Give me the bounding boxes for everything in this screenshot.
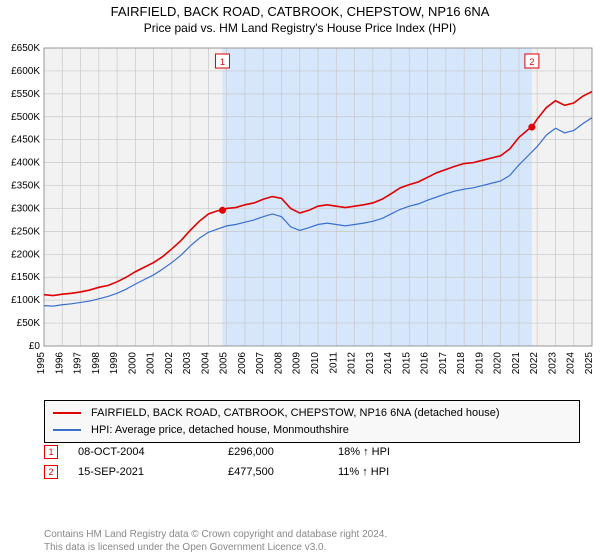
svg-text:2003: 2003 (182, 352, 193, 375)
chart-page: FAIRFIELD, BACK ROAD, CATBROOK, CHEPSTOW… (0, 0, 600, 560)
svg-text:2002: 2002 (164, 352, 175, 375)
svg-text:1996: 1996 (54, 352, 65, 375)
legend-swatch (53, 429, 81, 431)
svg-text:2018: 2018 (456, 352, 467, 375)
svg-text:£500K: £500K (11, 112, 40, 123)
svg-text:2011: 2011 (328, 352, 339, 374)
legend-box: FAIRFIELD, BACK ROAD, CATBROOK, CHEPSTOW… (44, 400, 580, 443)
sale-price: £477,500 (228, 466, 338, 478)
sale-marker: 1 (44, 445, 58, 459)
legend-label: HPI: Average price, detached house, Monm… (91, 422, 349, 439)
svg-text:2024: 2024 (566, 352, 577, 375)
sale-price: £296,000 (228, 446, 338, 458)
sale-marker: 2 (44, 465, 58, 479)
svg-text:2019: 2019 (474, 352, 485, 375)
svg-text:2008: 2008 (273, 352, 284, 375)
svg-text:£400K: £400K (11, 158, 40, 169)
svg-text:2012: 2012 (347, 352, 358, 375)
svg-text:2: 2 (529, 57, 534, 67)
svg-text:£600K: £600K (11, 66, 40, 77)
sale-row: 1 08-OCT-2004£296,00018% ↑ HPI (44, 442, 580, 462)
svg-text:1999: 1999 (109, 352, 120, 375)
legend-row: HPI: Average price, detached house, Monm… (53, 422, 571, 439)
sale-date: 08-OCT-2004 (78, 446, 228, 458)
svg-text:2009: 2009 (292, 352, 303, 375)
svg-text:£200K: £200K (11, 249, 40, 260)
legend-label: FAIRFIELD, BACK ROAD, CATBROOK, CHEPSTOW… (91, 405, 500, 422)
sale-hpi: 11% ↑ HPI (338, 466, 458, 478)
svg-text:2006: 2006 (237, 352, 248, 375)
sale-row: 2 15-SEP-2021£477,50011% ↑ HPI (44, 462, 580, 482)
svg-text:1995: 1995 (36, 352, 47, 375)
svg-text:£50K: £50K (17, 318, 41, 329)
svg-text:2025: 2025 (584, 352, 595, 375)
svg-text:2004: 2004 (200, 352, 211, 375)
svg-text:£100K: £100K (11, 295, 40, 306)
svg-text:£550K: £550K (11, 89, 40, 100)
svg-text:2007: 2007 (255, 352, 266, 375)
svg-text:1998: 1998 (91, 352, 102, 375)
svg-text:2021: 2021 (511, 352, 522, 375)
svg-text:2001: 2001 (146, 352, 157, 375)
svg-text:£0: £0 (29, 341, 41, 352)
svg-text:2016: 2016 (420, 352, 431, 375)
svg-text:2020: 2020 (493, 352, 504, 375)
footer-attribution: Contains HM Land Registry data © Crown c… (44, 528, 580, 554)
svg-text:£150K: £150K (11, 272, 40, 283)
sale-hpi: 18% ↑ HPI (338, 446, 458, 458)
svg-text:2005: 2005 (219, 352, 230, 375)
legend-row: FAIRFIELD, BACK ROAD, CATBROOK, CHEPSTOW… (53, 405, 571, 422)
svg-text:2013: 2013 (365, 352, 376, 375)
svg-text:£450K: £450K (11, 135, 40, 146)
svg-text:2017: 2017 (438, 352, 449, 375)
footer-line-1: Contains HM Land Registry data © Crown c… (44, 528, 580, 541)
svg-text:£650K: £650K (11, 43, 40, 54)
svg-text:2000: 2000 (127, 352, 138, 375)
chart-area: £0 £50K £100K £150K £200K £250K £300K £350K £400… (0, 42, 600, 392)
svg-text:2014: 2014 (383, 352, 394, 375)
svg-text:£350K: £350K (11, 181, 40, 192)
sales-table: 1 08-OCT-2004£296,00018% ↑ HPI 2 15-SEP-202… (44, 442, 580, 482)
svg-text:£300K: £300K (11, 203, 40, 214)
svg-text:2023: 2023 (547, 352, 558, 375)
sale-date: 15-SEP-2021 (78, 466, 228, 478)
svg-text:1: 1 (220, 57, 225, 67)
chart-svg: £0 £50K £100K £150K £200K £250K £300K £350K £400… (0, 42, 600, 392)
svg-text:1997: 1997 (73, 352, 84, 375)
footer-line-2: This data is licensed under the Open Gov… (44, 541, 580, 554)
title-block: FAIRFIELD, BACK ROAD, CATBROOK, CHEPSTOW… (0, 0, 600, 36)
title-line-2: Price paid vs. HM Land Registry's House … (0, 21, 600, 37)
title-line-1: FAIRFIELD, BACK ROAD, CATBROOK, CHEPSTOW… (0, 4, 600, 21)
svg-text:£250K: £250K (11, 226, 40, 237)
svg-text:2010: 2010 (310, 352, 321, 375)
svg-text:2022: 2022 (529, 352, 540, 375)
legend-swatch (53, 412, 81, 414)
svg-text:2015: 2015 (401, 352, 412, 375)
